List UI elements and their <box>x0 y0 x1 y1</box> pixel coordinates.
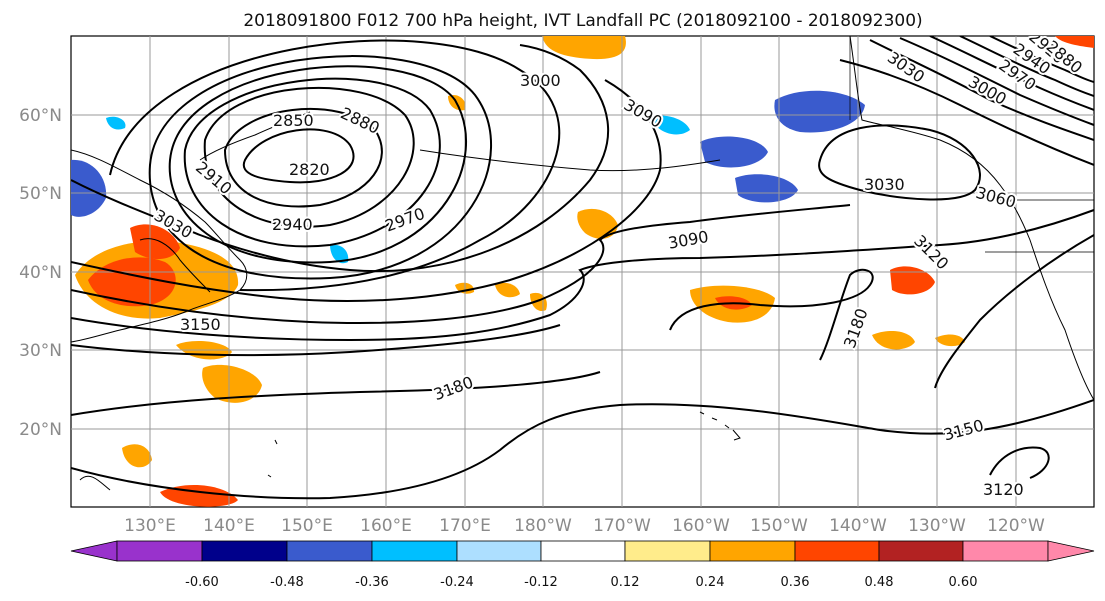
contour-2940-east <box>929 36 1094 111</box>
lat-tick-label: 50°N <box>19 184 62 204</box>
colorbar-bin <box>962 540 1049 562</box>
colorbar-bin <box>286 540 373 562</box>
lat-tick-label: 40°N <box>19 263 62 283</box>
contour-label: 2820 <box>289 160 330 179</box>
colorbar-tick-label: 0.36 <box>781 575 810 590</box>
figure-title: 2018091800 F012 700 hPa height, IVT Land… <box>243 11 922 31</box>
ivt-negative-region <box>774 90 865 133</box>
contour-2910-east <box>959 36 1094 97</box>
colorbar-tick-label: -0.24 <box>440 575 474 590</box>
lon-tick-label: 130°W <box>908 516 966 536</box>
colorbar-bin <box>201 540 288 562</box>
colorbar-bin <box>116 540 203 562</box>
lat-tick-label: 60°N <box>19 106 62 126</box>
ivt-positive-region <box>890 266 935 295</box>
lon-tick-label: 150°E <box>281 516 333 536</box>
ivt-negative-region <box>735 174 798 203</box>
contour-3000 <box>109 39 561 292</box>
contour-3120 <box>71 209 1094 342</box>
contour-2910 <box>183 77 441 248</box>
contour-label: 3030 <box>864 175 905 194</box>
colorbar-tick-label: -0.48 <box>270 575 304 590</box>
colorbar-extend-high <box>1047 540 1095 562</box>
kamchatka-coastline <box>199 111 311 161</box>
contour-2880 <box>203 86 415 228</box>
lon-tick-label: 130°E <box>124 516 176 536</box>
colorbar-bin <box>794 540 880 562</box>
pacific-islands <box>79 439 278 491</box>
ivt-weak-negative-region <box>106 116 126 130</box>
ivt-positive-region <box>935 334 965 347</box>
lon-tick-label: 140°W <box>829 516 887 536</box>
height-contours <box>71 36 1094 500</box>
ivt-positive-region <box>542 36 626 60</box>
lon-tick-label: 160°E <box>360 516 412 536</box>
contour-3090 <box>71 204 851 324</box>
lat-tick-label: 20°N <box>19 420 62 440</box>
ivt-positive-region <box>1055 36 1094 48</box>
lon-tick-label: 150°W <box>750 516 808 536</box>
alaska-coastline <box>849 36 1094 401</box>
colorbar-tick-label: -0.12 <box>524 575 558 590</box>
ivt-positive-region <box>872 330 915 350</box>
ivt-weak-negative-region <box>330 244 349 264</box>
colorbar-bin <box>878 540 964 562</box>
lat-axis: 60°N 50°N 40°N 30°N 20°N <box>19 106 62 440</box>
lon-tick-label: 120°W <box>987 516 1045 536</box>
contour-3030-east <box>839 59 1094 166</box>
contour-3120-south <box>989 446 1050 479</box>
lon-tick-label: 140°E <box>203 516 255 536</box>
contour-label: 2850 <box>273 111 314 130</box>
north-america-border <box>849 36 1094 253</box>
lon-axis: 130°E 140°E 150°E 160°E 170°E 180°W 170°… <box>124 516 1045 536</box>
colorbar-bin <box>709 540 796 562</box>
ivt-negative-region <box>700 136 768 168</box>
colorbar-bin <box>371 540 458 562</box>
contour-2880-east <box>989 36 1094 83</box>
contour-3000-east <box>869 39 1094 141</box>
colorbar-tick-label: -0.36 <box>355 575 389 590</box>
contour-label: 3150 <box>180 315 221 334</box>
contour-2970 <box>148 55 492 280</box>
colorbar-tick-label: 0.12 <box>611 575 640 590</box>
contour-3150-south <box>71 399 1094 500</box>
colorbar-bin <box>456 540 542 562</box>
contour-3060 <box>71 79 662 302</box>
contour-2850 <box>223 107 383 208</box>
colorbar-tick-label: 0.24 <box>696 575 725 590</box>
contour-3090-east <box>818 124 981 201</box>
lon-tick-label: 170°W <box>593 516 651 536</box>
hawaii-islands <box>699 411 741 441</box>
ivt-positive-region <box>122 444 152 468</box>
lon-tick-label: 170°E <box>439 516 491 536</box>
colorbar-tick-label: -0.60 <box>185 575 219 590</box>
ivt-positive-region <box>202 364 262 403</box>
ivt-positive-region <box>495 282 520 298</box>
contour-3180 <box>71 268 874 416</box>
ivt-positive-region <box>577 208 618 239</box>
contour-label: 3120 <box>983 480 1024 499</box>
lon-tick-label: 180°W <box>514 516 572 536</box>
lat-tick-label: 30°N <box>19 341 62 361</box>
colorbar-tick-labels: -0.60 -0.48 -0.36 -0.24 -0.12 0.12 0.24 … <box>185 575 977 590</box>
contour-label: 2940 <box>272 215 313 234</box>
colorbar-extend-low <box>70 540 118 562</box>
colorbar-bin <box>624 540 711 562</box>
contour-3150 <box>71 234 1094 389</box>
japan-coastline <box>139 238 211 293</box>
colorbar <box>70 540 1095 562</box>
ivt-weak-negative-region <box>650 115 690 135</box>
colorbar-tick-label: 0.48 <box>865 575 894 590</box>
contour-2820 <box>242 128 355 184</box>
contour-label: 3000 <box>520 71 561 90</box>
lon-tick-label: 160°W <box>672 516 730 536</box>
colorbar-tick-label: 0.60 <box>949 575 978 590</box>
ivt-positive-region <box>130 224 180 260</box>
contour-2970-east <box>899 37 1094 126</box>
contour-3030 <box>71 44 610 272</box>
colorbar-bin <box>540 540 626 562</box>
